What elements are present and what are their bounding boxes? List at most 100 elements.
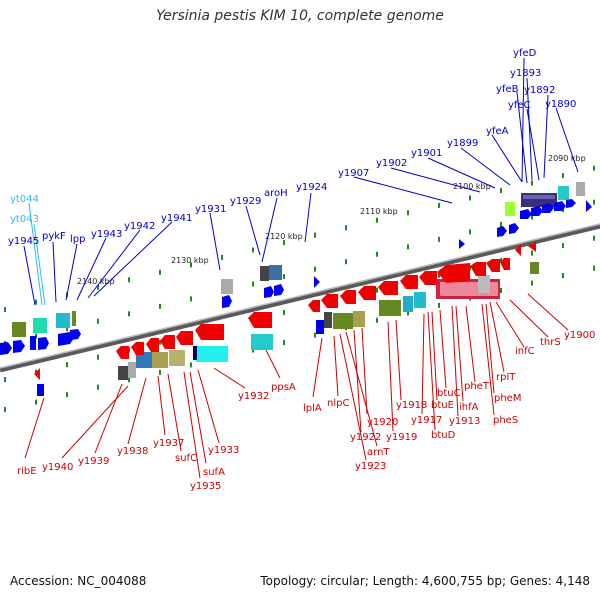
- tick-mark: [252, 281, 254, 287]
- tick-mark: [314, 332, 316, 338]
- tick-mark: [159, 303, 161, 309]
- gene-label: y1892: [524, 85, 555, 96]
- tick-mark: [97, 384, 99, 390]
- gene-label: rplT: [496, 372, 516, 383]
- tick-mark: [252, 247, 254, 253]
- tick-mark: [562, 273, 564, 279]
- accession-label: Accession: NC_004088: [10, 574, 147, 588]
- tick-mark: [500, 288, 502, 293]
- gene-label: y1917: [411, 415, 442, 426]
- gene-label: y1939: [78, 456, 109, 467]
- tick-mark: [252, 347, 254, 353]
- rna-label: yt043: [10, 214, 39, 225]
- lower-gene-labels: y1900 thrS infC rplT pheM pheS pheT ihfA…: [17, 330, 595, 492]
- tick-mark: [4, 377, 6, 383]
- gene-label: y1918: [396, 400, 427, 411]
- tick-mark: [128, 311, 130, 317]
- gene-label: sufC: [175, 453, 197, 464]
- gene-label: ppsA: [271, 382, 296, 393]
- tick-mark: [376, 317, 378, 323]
- tick-mark: [66, 362, 68, 368]
- gene-label: ihfA: [459, 402, 479, 413]
- gene-label: pheM: [494, 393, 521, 404]
- tick-mark: [376, 251, 378, 257]
- tick-mark: [159, 269, 161, 275]
- tick-mark: [531, 180, 533, 186]
- gene-label: yfeB: [496, 84, 519, 95]
- gene-label: arnT: [367, 447, 390, 458]
- gene-label: pheT: [464, 381, 490, 392]
- tick-mark: [159, 369, 161, 375]
- kbp-label-2100: 2100 kbp: [453, 182, 491, 191]
- tick-mark: [376, 217, 378, 223]
- gene-label: pheS: [493, 415, 518, 426]
- gene-label: yfeC: [508, 100, 531, 111]
- tick-mark: [283, 340, 285, 346]
- gene-label: aroH: [264, 188, 288, 199]
- tick-mark: [345, 225, 347, 231]
- gene-label: y1913: [449, 416, 480, 427]
- tick-mark: [407, 244, 409, 250]
- gene-label: thrS: [540, 337, 561, 348]
- gene-label: yfeD: [513, 48, 537, 59]
- tick-mark: [314, 266, 316, 272]
- tick-mark: [128, 277, 130, 283]
- tick-mark: [593, 235, 595, 241]
- tick-mark: [66, 392, 68, 398]
- gene-label: yfeA: [486, 126, 509, 137]
- gene-label: lplA: [303, 403, 322, 414]
- tick-mark: [593, 165, 595, 171]
- tick-mark: [97, 354, 99, 360]
- tick-mark: [562, 173, 564, 179]
- upper-feature-blocks: [12, 182, 585, 337]
- lower-feature-blocks: [37, 262, 539, 396]
- gene-label: y1938: [117, 446, 148, 457]
- tick-mark: [593, 265, 595, 271]
- tick-mark: [97, 284, 99, 290]
- tick-mark: [531, 250, 533, 256]
- topology-label: Topology: circular; Length: 4,600,755 bp…: [260, 574, 590, 588]
- tick-mark: [438, 236, 440, 242]
- gene-label: y1893: [510, 68, 541, 79]
- gene-label: y1900: [564, 330, 595, 341]
- tick-mark: [376, 287, 378, 293]
- gene-label: y1937: [153, 438, 184, 449]
- tick-mark: [4, 307, 6, 313]
- tick-mark: [97, 318, 99, 324]
- tick-mark: [562, 243, 564, 249]
- gene-label: infC: [515, 346, 535, 357]
- tick-mark: [438, 272, 440, 278]
- tick-mark: [500, 258, 502, 263]
- gene-label: y1922: [350, 432, 381, 443]
- upper-gene-labels: yfeD y1893 yfeB y1892 yfeC y1890 yfeA y1…: [8, 48, 576, 247]
- tick-mark: [35, 399, 37, 405]
- gene-label: y1920: [367, 417, 398, 428]
- gene-label: y1941: [161, 213, 192, 224]
- tick-mark: [469, 195, 471, 201]
- gene-label: y1901: [411, 148, 442, 159]
- gene-label: y1942: [124, 221, 155, 232]
- gene-label: y1902: [376, 158, 407, 169]
- tick-mark: [469, 229, 471, 235]
- tick-mark: [438, 202, 440, 208]
- tick-mark: [283, 274, 285, 280]
- map-title: Yersinia pestis KIM 10, complete genome: [156, 8, 444, 24]
- kbp-label-2140: 2140 kbp: [77, 277, 115, 286]
- tick-mark: [531, 214, 533, 220]
- lower-label-leaders: [24, 293, 569, 479]
- gene-label: sufA: [203, 467, 225, 478]
- tick-mark: [531, 280, 533, 286]
- reverse-gene-arrows: [34, 242, 536, 380]
- kbp-label-2090: 2090 kbp: [548, 154, 586, 163]
- tick-mark: [283, 240, 285, 246]
- tick-marks: [4, 165, 595, 413]
- rna-label: yt044: [10, 194, 39, 205]
- kbp-label-2130: 2130 kbp: [171, 256, 209, 265]
- gene-label: y1924: [296, 182, 327, 193]
- tick-mark: [500, 222, 502, 227]
- tick-mark: [159, 339, 161, 345]
- gene-label: y1929: [230, 196, 261, 207]
- gene-label: y1931: [195, 204, 226, 215]
- gene-label: btuD: [431, 430, 456, 441]
